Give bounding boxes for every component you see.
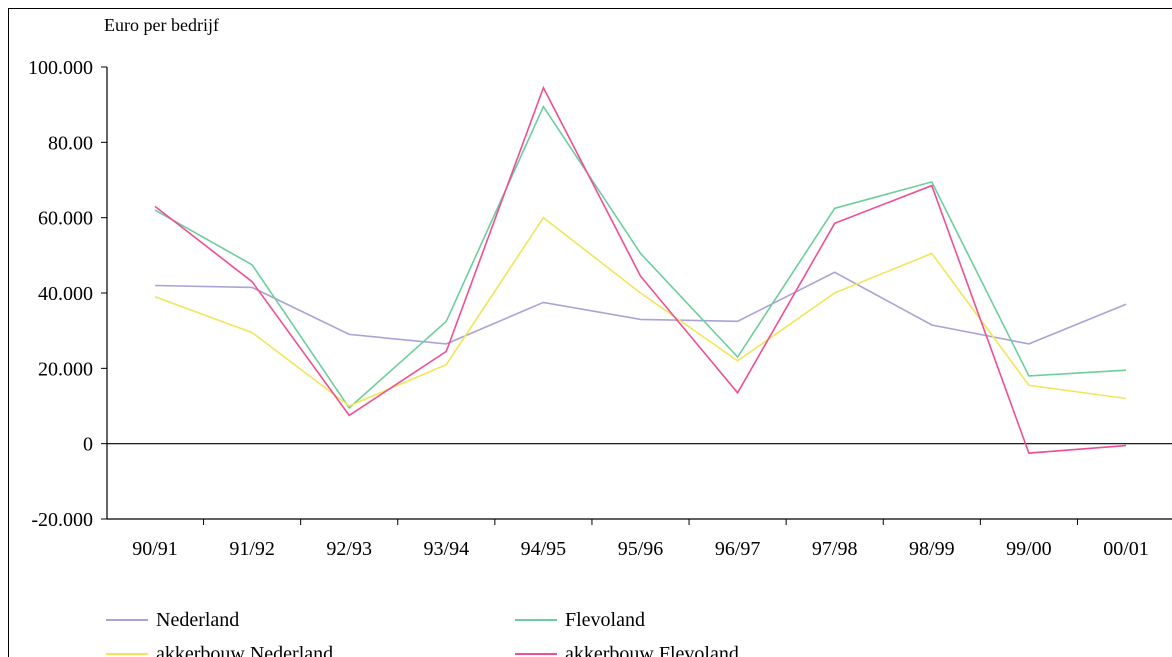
y-tick-label: 0 (83, 434, 93, 456)
x-tick-label: 99/00 (1006, 538, 1052, 560)
legend-label: akkerbouw Flevoland (565, 643, 739, 657)
x-tick-label: 97/98 (812, 538, 858, 560)
series-line (154, 216, 1127, 407)
y-tick-label: 60.000 (38, 208, 93, 230)
series-line (154, 85, 1127, 454)
x-tick-label: 94/95 (521, 538, 567, 560)
series-line (154, 271, 1127, 345)
x-tick-label: 91/92 (229, 538, 275, 560)
legend-label: Nederland (156, 609, 239, 631)
legend-label: akkerbouw Nederland (156, 643, 333, 657)
x-tick-label: 00/01 (1103, 538, 1149, 560)
x-tick-label: 92/93 (326, 538, 372, 560)
y-tick-label: 80.00 (48, 132, 93, 154)
y-tick-label: -20.000 (31, 509, 93, 531)
x-axis: 90/91 91/92 92/93 93/94 94/95 95/96 96/97 97/98… (107, 518, 1172, 560)
chart-frame (8, 8, 1172, 657)
x-tick-label: 90/91 (132, 538, 178, 560)
legend-label: Flevoland (565, 609, 645, 631)
y-axis: 100.000 80.00 60.000 40.000 20.000 0 -20.000 (28, 57, 1172, 531)
series-line (154, 104, 1127, 410)
y-tick-label: 100.000 (28, 57, 93, 79)
legend: Nederland Flevoland akkerbouw Nederland akk… (106, 609, 739, 657)
x-tick-label: 98/99 (909, 538, 955, 560)
y-tick-label: 40.000 (38, 283, 93, 305)
x-tick-label: 95/96 (618, 538, 664, 560)
x-tick-label: 96/97 (715, 538, 761, 560)
series-lines (154, 85, 1127, 454)
y-tick-label: 20.000 (38, 358, 93, 380)
y-axis-title: Euro per bedrijf (104, 15, 219, 35)
x-tick-label: 93/94 (424, 538, 470, 560)
